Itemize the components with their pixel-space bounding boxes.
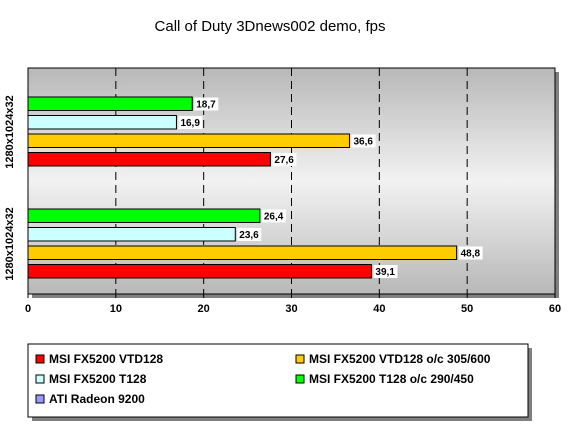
bar bbox=[27, 96, 193, 111]
data-label: 36,6 bbox=[353, 137, 373, 148]
data-label-box bbox=[261, 209, 286, 223]
data-label-box bbox=[178, 116, 203, 129]
bar bbox=[27, 245, 458, 260]
data-label-box bbox=[458, 246, 483, 260]
data-label-box bbox=[237, 228, 262, 241]
legend-swatch bbox=[295, 354, 305, 364]
data-label: 48,8 bbox=[461, 249, 481, 260]
legend-swatch bbox=[35, 354, 45, 364]
data-label: 18,7 bbox=[196, 100, 216, 111]
x-tick-label: 40 bbox=[373, 303, 385, 315]
x-tick-label: 0 bbox=[25, 303, 31, 315]
data-label: 27,6 bbox=[274, 155, 294, 166]
data-label: 39,1 bbox=[375, 267, 395, 278]
legend-swatch bbox=[35, 374, 45, 384]
legend-label: MSI FX5200 T128 o/c 290/450 bbox=[309, 372, 474, 386]
legend-label: MSI FX5200 VTD128 bbox=[49, 352, 163, 366]
bar bbox=[27, 208, 261, 223]
data-label-box bbox=[351, 134, 376, 148]
bar bbox=[27, 264, 372, 279]
data-label-box bbox=[373, 265, 398, 278]
x-tick-label: 50 bbox=[461, 303, 473, 315]
legend-label: MSI FX5200 T128 bbox=[49, 372, 147, 386]
legend-label: MSI FX5200 VTD128 o/c 305/600 bbox=[309, 352, 491, 366]
legend-label: ATI Radeon 9200 bbox=[49, 392, 145, 406]
data-label: 23,6 bbox=[239, 230, 259, 241]
chart-title: Call of Duty 3Dnews002 demo, fps bbox=[155, 18, 386, 35]
data-label: 16,9 bbox=[180, 118, 200, 129]
data-label: 26,4 bbox=[264, 212, 284, 223]
data-label-box bbox=[194, 97, 219, 111]
x-tick-label: 20 bbox=[198, 303, 210, 315]
legend-swatch bbox=[35, 394, 45, 404]
legend-box bbox=[27, 343, 529, 418]
bar bbox=[27, 115, 177, 130]
data-label-box bbox=[272, 153, 297, 166]
x-tick-label: 10 bbox=[110, 303, 122, 315]
x-tick-label: 30 bbox=[285, 303, 297, 315]
bar bbox=[27, 133, 350, 148]
x-tick-label: 60 bbox=[549, 303, 561, 315]
bar bbox=[27, 227, 236, 242]
bar bbox=[27, 152, 271, 167]
legend-swatch bbox=[295, 374, 305, 384]
category-label: 1280x1024x32 bbox=[4, 95, 16, 168]
category-label: 1280x1024x32 bbox=[4, 207, 16, 280]
